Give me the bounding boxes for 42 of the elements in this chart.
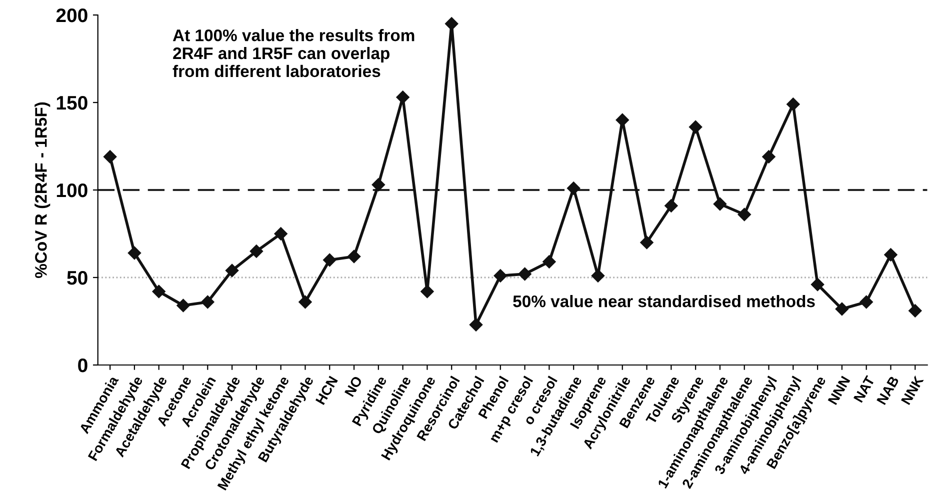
point	[713, 197, 727, 211]
point	[860, 295, 873, 309]
point	[347, 250, 361, 264]
point	[616, 113, 629, 127]
point	[518, 267, 532, 281]
y-tick-label: 200	[56, 8, 88, 22]
point	[201, 295, 214, 309]
point	[225, 264, 239, 278]
y-tick-label: 100	[56, 183, 88, 198]
annotation: At 100% value the results from 2R4F and 1R5F can overlap from different laboratories	[172, 29, 414, 78]
point	[688, 120, 702, 134]
point	[250, 244, 264, 258]
point	[274, 227, 288, 240]
annotation: 50% value near standardised methods	[513, 295, 815, 308]
point	[128, 246, 142, 260]
y-tick-label: 150	[56, 96, 88, 110]
point	[567, 182, 580, 195]
point	[908, 304, 922, 318]
y-axis-title: %CoV R (2R4F - 1R5F)	[34, 102, 50, 278]
point	[884, 248, 898, 262]
point	[176, 298, 190, 312]
y-tick-label: 0	[78, 358, 88, 372]
point	[640, 236, 654, 250]
point	[396, 90, 410, 104]
point	[762, 150, 776, 164]
point	[542, 255, 556, 268]
point	[469, 318, 483, 332]
point	[420, 284, 434, 298]
point	[810, 278, 824, 292]
point	[835, 302, 849, 316]
point	[152, 284, 166, 298]
point	[786, 98, 800, 111]
point	[372, 178, 386, 192]
point	[738, 208, 751, 222]
point	[323, 253, 336, 267]
point	[298, 295, 312, 309]
point	[445, 17, 458, 30]
point	[494, 269, 507, 282]
point	[664, 199, 678, 212]
y-tick-label: 50	[67, 270, 88, 285]
point	[591, 269, 605, 282]
point	[103, 150, 117, 164]
